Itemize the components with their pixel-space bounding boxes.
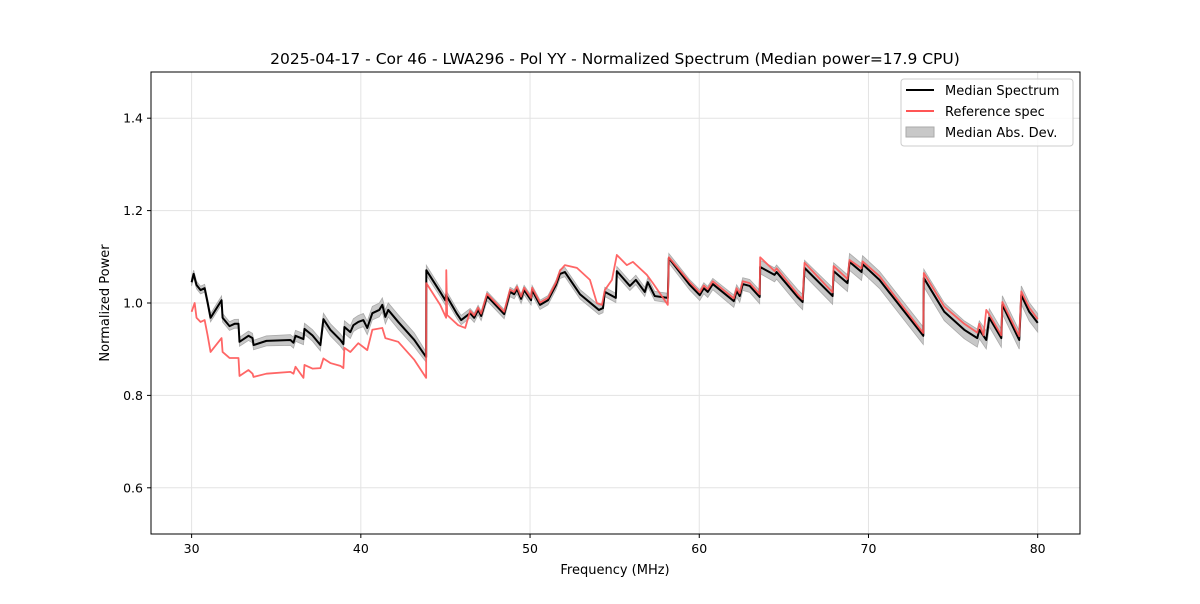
legend: Median Spectrum Reference spec Median Ab… [900,78,1074,147]
x-tick-label: 50 [522,541,538,556]
y-axis-label: Normalized Power [98,244,113,362]
median-spectrum-line [190,257,1039,359]
x-axis-label: Frequency (MHz) [560,563,669,578]
grid [151,72,1080,534]
legend-median-label: Median Spectrum [945,84,1059,99]
legend-mad-label: Median Abs. Dev. [945,126,1057,141]
ticks: 30 40 50 60 70 80 0.6 0.8 1.0 1.2 1.4 [123,111,1046,556]
x-tick-label: 70 [861,541,877,556]
x-tick-label: 60 [691,541,707,556]
reference-spectrum-line [190,254,1039,379]
legend-box [900,78,1074,147]
y-tick-label: 0.6 [123,480,143,495]
chart-title: 2025-04-17 - Cor 46 - LWA296 - Pol YY - … [270,50,960,68]
x-tick-label: 80 [1030,541,1046,556]
legend-mad-swatch [905,126,935,138]
y-tick-label: 0.8 [123,388,143,403]
plot-area [190,252,1039,379]
y-tick-label: 1.4 [123,111,143,126]
legend-reference-label: Reference spec [945,105,1045,120]
y-tick-label: 1.2 [123,203,143,218]
mad-band [191,252,1039,364]
x-tick-label: 30 [184,541,200,556]
x-tick-label: 40 [353,541,369,556]
y-tick-label: 1.0 [123,296,143,311]
